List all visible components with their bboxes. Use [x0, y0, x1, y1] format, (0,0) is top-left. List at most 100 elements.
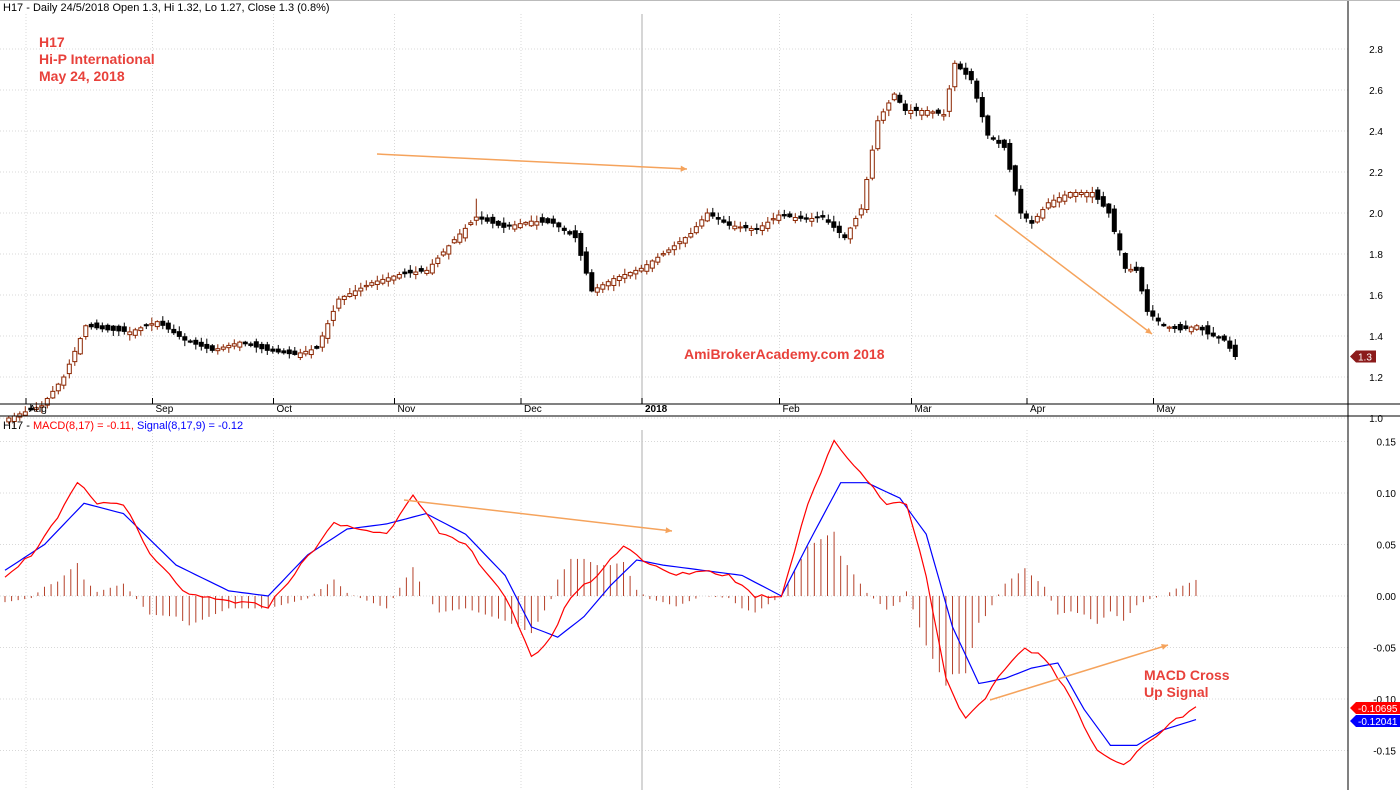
candle-up — [347, 293, 353, 297]
last-price-badge-shape — [1350, 350, 1376, 363]
candle-down — [963, 67, 969, 75]
candle-down — [1199, 326, 1205, 331]
signal-line — [4, 482, 1197, 747]
candle-down — [957, 63, 963, 70]
x-tick-label: Nov — [398, 404, 416, 415]
candle-down — [501, 222, 507, 228]
candle-down — [1007, 142, 1013, 170]
candle-up — [627, 271, 633, 277]
candle-up — [688, 233, 694, 238]
candle-down — [160, 320, 166, 326]
candle-down — [88, 323, 94, 328]
candle-up — [446, 245, 452, 255]
candle-up — [759, 225, 765, 231]
candle-up — [1073, 192, 1079, 197]
candle-up — [451, 239, 457, 244]
candle-down — [407, 269, 413, 274]
x-tick-label: Mar — [915, 404, 933, 415]
candle-up — [880, 111, 886, 121]
candle-up — [924, 110, 930, 116]
candle-up — [600, 284, 606, 290]
candle-up — [809, 217, 815, 222]
candle-down — [1161, 323, 1167, 327]
x-axis-labels: Aug Sep Oct Nov Dec 2018 Feb Mar Apr May — [29, 404, 1175, 415]
candle-up — [1051, 199, 1057, 208]
candle-up — [682, 237, 688, 244]
candle-up — [864, 179, 870, 211]
candle-up — [352, 290, 358, 296]
trend-arrow-head — [1145, 327, 1152, 334]
candle-down — [292, 350, 298, 355]
trend-arrow-head — [665, 527, 672, 534]
candle-down — [831, 221, 837, 228]
candle-up — [1040, 209, 1046, 219]
candle-down — [1205, 325, 1211, 335]
candle-down — [165, 322, 171, 330]
signal-value-badge-shape — [1350, 715, 1400, 727]
price-y-tick-label: 2.0 — [1369, 209, 1383, 220]
candle-up — [1034, 215, 1040, 223]
candle-up — [528, 220, 534, 227]
candle-up — [385, 277, 391, 282]
candle-up — [17, 413, 23, 418]
candle-up — [215, 348, 221, 352]
candle-down — [264, 344, 270, 351]
candle-down — [484, 217, 490, 222]
candle-down — [1172, 325, 1178, 329]
candle-up — [138, 327, 144, 332]
candle-up — [1078, 192, 1084, 195]
trend-arrow-head — [680, 165, 687, 172]
candle-down — [1183, 325, 1189, 329]
candle-up — [22, 411, 28, 416]
candle-up — [1188, 326, 1194, 333]
candle-up — [413, 271, 419, 275]
candle-up — [919, 110, 925, 116]
candle-down — [1001, 139, 1007, 148]
candle-up — [297, 352, 303, 358]
candle-up — [44, 398, 50, 406]
trend-arrow-line — [989, 644, 1169, 701]
candle-up — [517, 223, 523, 229]
candle-down — [803, 217, 809, 220]
candle-up — [50, 390, 56, 399]
candle-up — [765, 221, 771, 229]
macd-value-badge-shape — [1350, 702, 1400, 714]
candle-down — [242, 341, 248, 345]
candle-up — [644, 264, 650, 272]
macd-header-value: MACD(8,17) = -0.11, — [32, 420, 134, 432]
candle-up — [440, 251, 446, 256]
candle-down — [490, 216, 496, 224]
candle-up — [891, 93, 897, 101]
candle-down — [743, 224, 749, 229]
candle-down — [314, 346, 320, 349]
candle-down — [902, 103, 908, 112]
candle-down — [110, 325, 116, 331]
candle-down — [94, 322, 100, 329]
candle-down — [418, 268, 424, 272]
candle-down — [567, 231, 573, 235]
candle-up — [457, 233, 463, 243]
price-gridlines — [0, 14, 1348, 419]
candle-up — [61, 376, 67, 386]
candle-down — [1139, 267, 1145, 292]
candle-up — [660, 253, 666, 256]
value-badges: 1.3 -0.10695 -0.12041 — [1350, 350, 1400, 728]
x-tick-label: Aug — [29, 404, 47, 415]
candle-up — [33, 407, 39, 410]
candle-down — [583, 251, 589, 274]
candle-down — [979, 97, 985, 118]
y-axis-labels: 1.0 1.2 1.4 1.6 1.8 2.0 2.2 2.4 2.6 2.8 0.15 0.10 0.… — [1369, 45, 1396, 758]
candle-down — [506, 224, 512, 227]
candle-down — [974, 80, 980, 99]
candle-up — [72, 350, 78, 363]
candle-up — [886, 102, 892, 111]
price-candles — [6, 60, 1238, 427]
candle-down — [286, 349, 292, 355]
candle-down — [1095, 189, 1101, 200]
candle-up — [594, 287, 600, 293]
candle-down — [187, 340, 193, 343]
stock-company: Hi-P International — [39, 51, 155, 67]
candle-down — [1177, 324, 1183, 331]
